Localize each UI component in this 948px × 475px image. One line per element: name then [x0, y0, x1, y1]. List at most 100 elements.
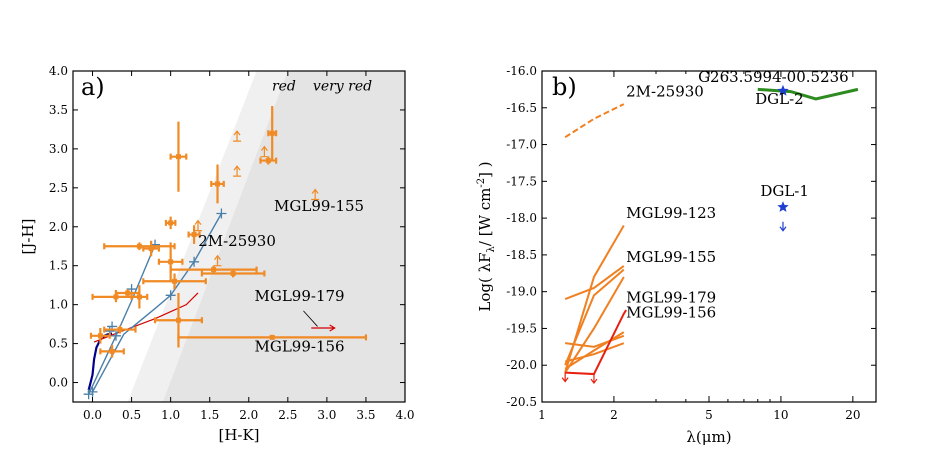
- y-tick-label: -17.5: [506, 174, 537, 188]
- x-tick-label: 10: [773, 408, 788, 422]
- annotation-MGL99-179: MGL99-179: [254, 287, 344, 305]
- x-tick-label: 4.0: [395, 408, 414, 422]
- region-very-red: [162, 71, 405, 402]
- pointer-line: [303, 310, 318, 327]
- x-tick-label: 1.0: [161, 408, 180, 422]
- annotation-MGL99-123: MGL99-123: [626, 204, 716, 222]
- x-tick-label: 0.5: [122, 408, 141, 422]
- annotation-very-red: very red: [313, 78, 372, 94]
- sed-line: [564, 331, 625, 370]
- source-point: [211, 267, 217, 273]
- source-point: [269, 334, 275, 340]
- y-tick-label: 2.5: [49, 181, 68, 195]
- y-tick-label: 3.0: [49, 142, 68, 156]
- track-marker: [189, 256, 200, 267]
- annotation-MGL99-155: MGL99-155: [626, 248, 716, 266]
- source-point: [136, 243, 142, 249]
- upper-limit-arrow: [260, 145, 269, 158]
- star-point: [777, 84, 789, 96]
- y-tick-label: -17.0: [506, 138, 537, 152]
- track-line: [87, 332, 113, 391]
- y-tick-label: -20.0: [506, 358, 537, 372]
- annotation-MGL99-155: MGL99-155: [274, 197, 364, 215]
- y-tick-label: 1.0: [49, 298, 68, 312]
- upper-limit-arrow: [779, 221, 787, 232]
- annotation-2M-25930: 2M-25930: [626, 83, 704, 101]
- panel-label: b): [552, 73, 577, 101]
- x-tick-label: 1.5: [200, 408, 219, 422]
- x-tick-label: 2.5: [278, 408, 297, 422]
- source-point: [117, 327, 123, 333]
- upper-limit-arrow: [233, 130, 242, 142]
- y-tick-label: -18.5: [506, 248, 537, 262]
- source-point: [168, 220, 174, 226]
- y-tick-label: -16.0: [506, 64, 537, 78]
- upper-limit-arrow: [193, 219, 202, 232]
- source-point: [97, 333, 103, 339]
- source-point: [175, 317, 181, 323]
- source-point: [265, 158, 271, 164]
- y-tick-label: -19.5: [506, 321, 537, 335]
- y-tick-label: 4.0: [49, 64, 68, 78]
- sed-line: [564, 268, 625, 366]
- source-point: [148, 246, 154, 252]
- x-tick-label: 1: [538, 408, 546, 422]
- sed-line: [564, 276, 625, 374]
- y-axis-label: [J-H]: [19, 219, 37, 255]
- annotation-MGL99-156: MGL99-156: [254, 337, 344, 355]
- track-marker: [110, 330, 121, 341]
- red-limit-arrow: [311, 324, 336, 332]
- sed-line: [757, 87, 859, 101]
- x-tick-label: 2: [610, 408, 618, 422]
- x-tick-label: 0.0: [83, 408, 102, 422]
- source-point: [230, 270, 236, 276]
- x-tick-label: 3.5: [356, 408, 375, 422]
- annotation-MGL99-179: MGL99-179: [626, 289, 716, 307]
- source-point: [172, 278, 178, 284]
- panel-label: a): [81, 73, 105, 101]
- y-tick-label: 2.0: [49, 220, 68, 234]
- annotation-red: red: [272, 78, 296, 94]
- y-tick-label: -20.5: [506, 395, 537, 409]
- source-point: [113, 294, 119, 300]
- y-tick-label: -16.5: [506, 101, 537, 115]
- axes-frame: [72, 70, 406, 403]
- source-point: [269, 130, 275, 136]
- annotation-DGL-2: DGL-2: [755, 90, 804, 108]
- sed-line: [565, 309, 627, 376]
- track-marker: [87, 386, 98, 397]
- y-tick-label: -18.0: [506, 211, 537, 225]
- upper-limit-arrow: [311, 188, 320, 201]
- y-tick-label: 3.5: [49, 103, 68, 117]
- x-tick-label: 20: [845, 408, 860, 422]
- sed-line: [564, 342, 625, 363]
- x-tick-label: 5: [705, 408, 713, 422]
- track-marker: [216, 208, 227, 219]
- track-line: [87, 244, 156, 395]
- track-line: [91, 213, 223, 393]
- upper-limit-arrow: [590, 374, 598, 385]
- track-marker: [165, 290, 176, 301]
- x-tick-label: 2.0: [239, 408, 258, 422]
- source-point: [191, 232, 197, 238]
- upper-limit-arrow: [213, 254, 222, 267]
- x-tick-label: 3.0: [317, 408, 336, 422]
- y-tick-label: 1.5: [49, 259, 68, 273]
- annotation-G263.5994-00.5236: G263.5994-00.5236: [698, 68, 849, 86]
- source-point: [136, 294, 142, 300]
- source-point: [215, 181, 221, 187]
- x-axis-label: λ(μm): [686, 428, 731, 446]
- star-point: [777, 201, 789, 212]
- source-point: [125, 290, 131, 296]
- x-axis-label: [H-K]: [218, 426, 259, 444]
- sed-line: [565, 334, 625, 348]
- y-tick-label: -19.0: [506, 285, 537, 299]
- sed-line: [564, 265, 625, 300]
- source-point: [175, 154, 181, 160]
- annotation-MGL99-156: MGL99-156: [626, 303, 716, 321]
- upper-limit-arrow: [233, 165, 242, 177]
- y-tick-label: 0.0: [49, 376, 68, 390]
- plot-area: [83, 71, 405, 402]
